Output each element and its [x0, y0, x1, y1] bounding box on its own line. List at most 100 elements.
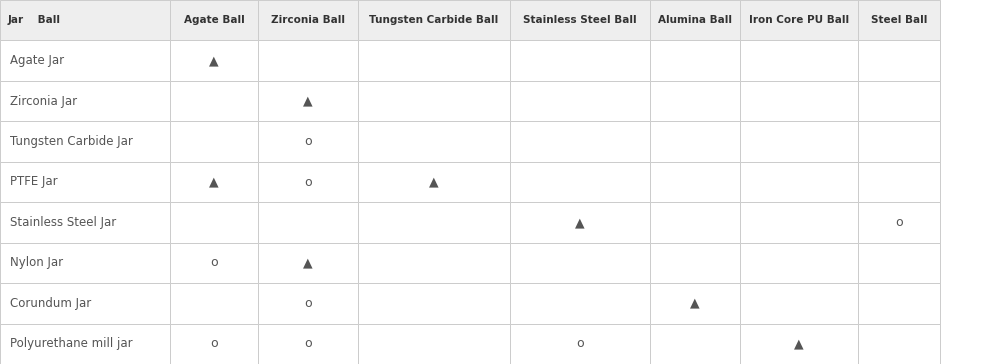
Text: ▲: ▲ — [209, 54, 219, 67]
Bar — [510, 81, 650, 121]
Text: Steel Ball: Steel Ball — [871, 15, 927, 25]
Bar — [858, 162, 940, 202]
Text: o: o — [304, 337, 312, 350]
Bar — [650, 324, 740, 364]
Text: ▲: ▲ — [690, 297, 700, 310]
Bar — [0, 81, 170, 121]
Bar — [170, 243, 258, 283]
Bar — [358, 243, 510, 283]
Bar — [258, 0, 358, 40]
Bar — [0, 243, 170, 283]
Bar — [740, 81, 858, 121]
Bar — [650, 202, 740, 243]
Bar — [0, 121, 170, 162]
Text: o: o — [304, 135, 312, 148]
Bar — [858, 243, 940, 283]
Text: Zirconia Ball: Zirconia Ball — [271, 15, 345, 25]
Text: Alumina Ball: Alumina Ball — [658, 15, 732, 25]
Text: Tungsten Carbide Ball: Tungsten Carbide Ball — [370, 15, 499, 25]
Bar — [740, 202, 858, 243]
Bar — [740, 40, 858, 81]
Bar — [358, 0, 510, 40]
Text: Nylon Jar: Nylon Jar — [10, 256, 63, 269]
Text: Zirconia Jar: Zirconia Jar — [10, 95, 77, 108]
Text: o: o — [210, 337, 218, 350]
Bar — [858, 324, 940, 364]
Bar — [510, 243, 650, 283]
Bar — [0, 0, 170, 40]
Bar — [510, 324, 650, 364]
Bar — [0, 324, 170, 364]
Bar — [258, 243, 358, 283]
Text: PTFE Jar: PTFE Jar — [10, 175, 58, 189]
Bar — [740, 243, 858, 283]
Bar — [858, 40, 940, 81]
Bar — [358, 40, 510, 81]
Text: Corundum Jar: Corundum Jar — [10, 297, 92, 310]
Bar — [650, 0, 740, 40]
Bar — [258, 81, 358, 121]
Text: o: o — [304, 297, 312, 310]
Bar — [258, 40, 358, 81]
Bar — [170, 0, 258, 40]
Bar — [740, 121, 858, 162]
Bar — [0, 283, 170, 324]
Text: Stainless Steel Ball: Stainless Steel Ball — [523, 15, 636, 25]
Bar — [650, 40, 740, 81]
Bar — [510, 202, 650, 243]
Bar — [858, 0, 940, 40]
Bar — [170, 81, 258, 121]
Bar — [740, 283, 858, 324]
Bar — [858, 202, 940, 243]
Text: o: o — [210, 256, 218, 269]
Bar — [510, 40, 650, 81]
Bar — [170, 121, 258, 162]
Text: Stainless Steel Jar: Stainless Steel Jar — [10, 216, 117, 229]
Text: ▲: ▲ — [303, 256, 313, 269]
Bar — [170, 202, 258, 243]
Text: ▲: ▲ — [575, 216, 585, 229]
Text: Agate Ball: Agate Ball — [183, 15, 244, 25]
Bar — [358, 283, 510, 324]
Bar — [258, 324, 358, 364]
Bar — [170, 40, 258, 81]
Bar — [0, 40, 170, 81]
Bar — [0, 162, 170, 202]
Text: ▲: ▲ — [429, 175, 439, 189]
Bar — [650, 243, 740, 283]
Text: o: o — [304, 175, 312, 189]
Bar — [170, 324, 258, 364]
Bar — [258, 121, 358, 162]
Text: o: o — [895, 216, 902, 229]
Bar — [740, 0, 858, 40]
Text: Tungsten Carbide Jar: Tungsten Carbide Jar — [10, 135, 132, 148]
Bar — [358, 162, 510, 202]
Text: Jar    Ball: Jar Ball — [8, 15, 61, 25]
Bar — [258, 202, 358, 243]
Bar — [740, 324, 858, 364]
Text: Agate Jar: Agate Jar — [10, 54, 64, 67]
Text: Iron Core PU Ball: Iron Core PU Ball — [749, 15, 849, 25]
Bar — [858, 283, 940, 324]
Bar — [510, 121, 650, 162]
Bar — [0, 202, 170, 243]
Bar — [170, 162, 258, 202]
Bar — [740, 162, 858, 202]
Bar — [858, 121, 940, 162]
Text: ▲: ▲ — [209, 175, 219, 189]
Text: ▲: ▲ — [303, 95, 313, 108]
Bar — [650, 121, 740, 162]
Text: o: o — [577, 337, 584, 350]
Bar — [858, 81, 940, 121]
Text: ▲: ▲ — [794, 337, 804, 350]
Bar — [358, 324, 510, 364]
Bar — [358, 202, 510, 243]
Bar — [650, 162, 740, 202]
Bar — [358, 81, 510, 121]
Bar — [510, 162, 650, 202]
Bar — [258, 162, 358, 202]
Bar — [258, 283, 358, 324]
Bar — [170, 283, 258, 324]
Bar — [358, 121, 510, 162]
Bar — [650, 81, 740, 121]
